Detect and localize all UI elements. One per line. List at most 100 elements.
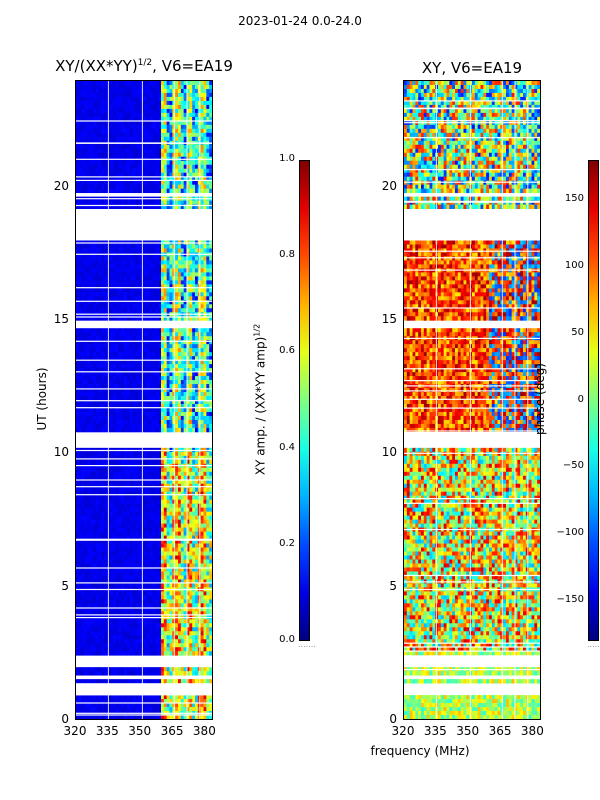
heatmap-cell: [161, 328, 165, 333]
heatmap-cell: [163, 272, 168, 277]
heatmap-cell: [180, 487, 185, 493]
heatmap-cell: [135, 172, 139, 178]
heatmap-cell: [124, 360, 128, 365]
heatmap-cell: [87, 555, 91, 560]
heatmap-cell: [180, 288, 185, 293]
heatmap-cell: [155, 276, 159, 281]
heatmap-cell: [93, 81, 97, 86]
heatmap-cell: [209, 376, 212, 381]
heatmap-cell: [183, 348, 187, 353]
heatmap-cell: [101, 467, 105, 473]
heatmap-cell: [189, 543, 193, 548]
heatmap-cell: [110, 300, 114, 305]
heatmap-cell: [144, 388, 148, 393]
heatmap-cell: [129, 264, 134, 269]
heatmap-cell: [200, 499, 204, 505]
heatmap-cell: [152, 531, 156, 536]
heatmap-cell: [183, 384, 187, 389]
heatmap-cell: [81, 184, 85, 190]
heatmap-cell: [152, 316, 156, 321]
heatmap-cell: [189, 112, 193, 118]
heatmap-cell: [195, 104, 199, 110]
heatmap-cell: [112, 388, 117, 393]
heatmap-cell: [78, 248, 83, 253]
heatmap-cell: [76, 168, 80, 174]
heatmap-cell: [81, 459, 85, 465]
heatmap-cell: [180, 451, 185, 457]
heatmap-cell: [200, 376, 204, 381]
heatmap-cell: [95, 88, 100, 94]
heatmap-cell: [200, 411, 204, 417]
heatmap-cell: [129, 96, 134, 102]
heatmap-cell: [144, 427, 148, 433]
heatmap-cell: [200, 148, 204, 154]
heatmap-cell: [101, 260, 105, 265]
heatmap-cell: [144, 376, 148, 381]
heatmap-cell: [104, 172, 108, 178]
heatmap-cell: [144, 200, 148, 206]
heatmap-cell: [127, 503, 131, 509]
heatmap-cell: [101, 368, 105, 373]
heatmap-cell: [192, 487, 196, 493]
heatmap-cell: [118, 384, 122, 389]
heatmap-cell: [186, 256, 190, 261]
heatmap-cell: [110, 308, 114, 313]
heatmap-cell: [127, 471, 131, 477]
heatmap-cell: [195, 531, 199, 536]
heatmap-cell: [161, 268, 165, 273]
heatmap-cell: [161, 128, 165, 134]
heatmap-cell: [87, 188, 91, 194]
heatmap-cell: [81, 491, 85, 497]
heatmap-cell: [169, 419, 173, 425]
heatmap-cell: [163, 400, 168, 405]
heatmap-cell: [175, 248, 179, 253]
heatmap-cell: [135, 204, 139, 209]
heatmap-cell: [189, 136, 193, 142]
heatmap-cell: [104, 364, 108, 369]
heatmap-cell: [76, 403, 80, 409]
heatmap-cell: [192, 396, 196, 401]
heatmap-cell: [115, 396, 119, 401]
heatmap-cell: [163, 384, 168, 389]
heatmap-cell: [178, 368, 182, 373]
heatmap-cell: [203, 467, 207, 473]
left-heatmap-plot: [75, 80, 213, 720]
heatmap-cell: [186, 471, 190, 477]
heatmap-cell: [146, 96, 151, 102]
heatmap-cell: [129, 352, 134, 357]
heatmap-cell: [155, 380, 159, 385]
heatmap-cell: [78, 372, 83, 377]
heatmap-cell: [81, 551, 85, 556]
heatmap-cell: [186, 280, 190, 285]
heatmap-cell: [124, 423, 128, 429]
heatmap-cell: [90, 340, 94, 345]
heatmap-cell: [175, 316, 179, 321]
heatmap-cell: [144, 204, 148, 209]
heatmap-cell: [209, 403, 212, 409]
heatmap-cell: [112, 491, 117, 497]
heatmap-cell: [118, 471, 122, 477]
heatmap-cell: [144, 332, 148, 337]
heatmap-cell: [76, 128, 80, 134]
heatmap-cell: [118, 392, 122, 397]
heatmap-cell: [189, 403, 193, 409]
heatmap-cell: [178, 96, 182, 102]
heatmap-cell: [135, 423, 139, 429]
heatmap-cell: [110, 356, 114, 361]
heatmap-cell: [81, 264, 85, 269]
heatmap-cell: [203, 535, 207, 540]
heatmap-cell: [132, 176, 136, 182]
heatmap-cell: [84, 148, 88, 154]
heatmap-cell: [152, 403, 156, 409]
heatmap-cell: [135, 188, 139, 194]
heatmap-cell: [209, 344, 212, 349]
heatmap-cell: [149, 523, 153, 528]
heatmap-cell: [166, 499, 170, 505]
heatmap-cell: [98, 411, 102, 417]
heatmap-cell: [115, 168, 119, 174]
heatmap-cell: [209, 124, 212, 130]
heatmap-cell: [146, 248, 151, 253]
heatmap-cell: [192, 296, 196, 301]
heatmap-cell: [104, 503, 108, 509]
heatmap-cell: [95, 168, 100, 174]
